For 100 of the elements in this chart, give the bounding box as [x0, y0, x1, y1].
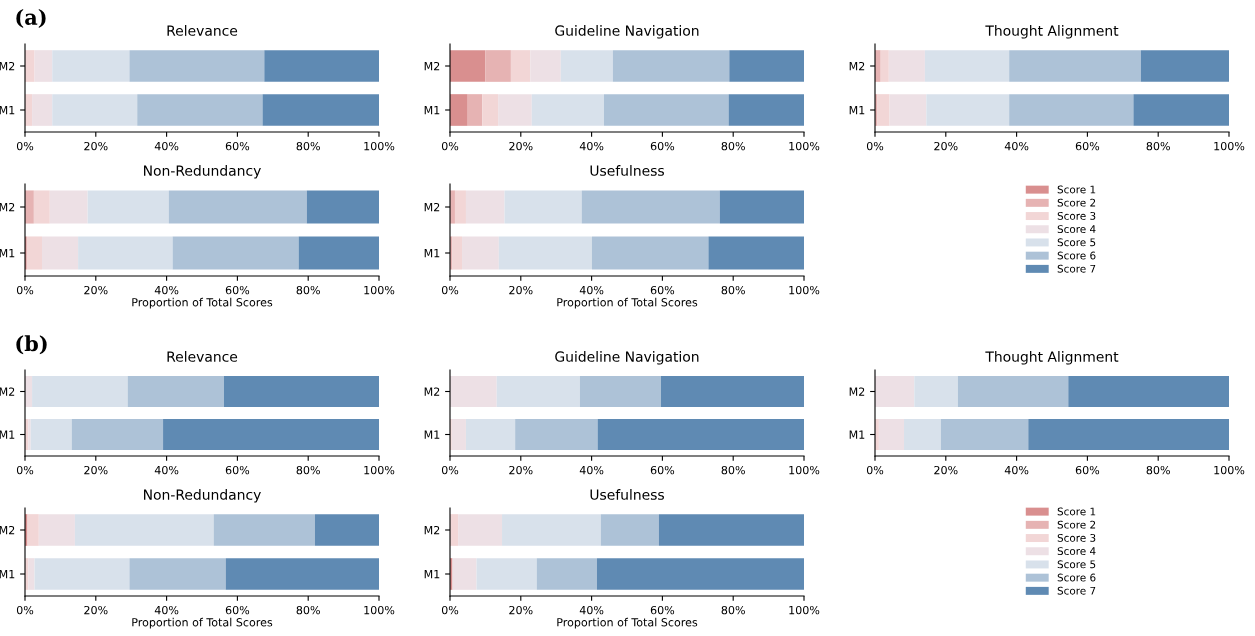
legend-label: Score 5: [1057, 560, 1096, 569]
y-tick-label: M2: [849, 61, 865, 71]
x-tick-label: 100%: [789, 285, 820, 295]
x-tick-label: 100%: [364, 465, 395, 475]
y-tick-label: M2: [849, 387, 865, 396]
legend-label: Score 2: [1057, 520, 1096, 529]
legend-label: Score 5: [1057, 238, 1096, 247]
y-tick-label: M1: [424, 570, 440, 579]
x-tick-label: 60%: [225, 465, 250, 475]
chart-title: Non-Redundancy: [144, 165, 261, 179]
x-tick-label: 0%: [866, 465, 884, 475]
x-tick-label: 40%: [1004, 141, 1029, 151]
x-tick-label: 80%: [721, 141, 745, 151]
legend-label: Score 3: [1057, 211, 1096, 220]
y-tick-label: M2: [0, 202, 15, 212]
y-tick-label: M1: [849, 430, 865, 439]
chart-title: Usefulness: [590, 165, 664, 176]
chart-title: Thought Alignment: [985, 351, 1119, 365]
x-tick-label: 80%: [721, 465, 745, 475]
x-tick-label: 60%: [650, 465, 675, 475]
x-tick-label: 0%: [16, 465, 34, 475]
x-tick-label: 40%: [154, 465, 179, 475]
x-tick-label: 20%: [84, 285, 108, 295]
x-tick-label: 60%: [1075, 465, 1100, 475]
x-tick-label: 40%: [154, 605, 179, 615]
x-tick-label: 100%: [789, 465, 820, 475]
x-tick-label: 0%: [441, 285, 459, 295]
y-tick-label: M1: [424, 249, 440, 258]
x-tick-label: 80%: [296, 141, 320, 151]
x-tick-label: 60%: [225, 605, 250, 615]
x-tick-label: 20%: [84, 465, 108, 475]
y-tick-label: M1: [424, 106, 440, 115]
x-tick-label: 60%: [650, 285, 675, 295]
x-tick-label: 100%: [1214, 141, 1245, 151]
x-tick-label: 0%: [16, 141, 34, 151]
legend-label: Score 4: [1057, 225, 1096, 234]
x-tick-label: 60%: [650, 605, 675, 615]
x-tick-label: 20%: [509, 141, 533, 151]
y-tick-label: M1: [0, 430, 15, 439]
x-tick-label: 0%: [441, 605, 459, 615]
x-tick-label: 20%: [84, 141, 108, 151]
y-tick-label: M1: [424, 430, 440, 439]
y-tick-label: M2: [0, 525, 15, 535]
x-tick-label: 0%: [441, 465, 459, 475]
x-tick-label: 80%: [721, 605, 745, 615]
y-tick-label: M2: [0, 387, 15, 396]
x-tick-label: 100%: [364, 605, 395, 615]
x-tick-label: 0%: [16, 605, 34, 615]
legend-label: Score 6: [1057, 251, 1096, 260]
legend-label: Score 6: [1057, 573, 1096, 582]
x-tick-label: 20%: [509, 285, 533, 295]
legend-label: Score 2: [1057, 198, 1096, 207]
x-tick-label: 20%: [509, 605, 533, 615]
x-tick-label: 20%: [84, 605, 108, 615]
legend-label: Score 7: [1057, 264, 1096, 273]
legend-label: Score 1: [1057, 185, 1096, 194]
legend-label: Score 1: [1057, 507, 1096, 516]
x-axis-title: Proportion of Total Scores: [557, 297, 698, 309]
x-tick-label: 80%: [296, 285, 320, 295]
x-axis-title: Proportion of Total Scores: [557, 617, 698, 629]
x-tick-label: 100%: [364, 285, 395, 295]
x-tick-label: 0%: [866, 141, 884, 151]
chart-title: Relevance: [167, 351, 238, 362]
x-tick-label: 60%: [225, 285, 250, 295]
chart-title: Guideline Navigation: [555, 351, 699, 365]
x-tick-label: 60%: [650, 141, 675, 151]
x-tick-label: 0%: [441, 141, 459, 151]
text: (a): [16, 8, 46, 28]
chart-title: Relevance: [167, 25, 238, 36]
chart-title: Usefulness: [590, 489, 664, 500]
y-tick-label: M1: [0, 570, 15, 579]
y-tick-label: M2: [424, 387, 440, 396]
x-tick-label: 40%: [579, 285, 604, 295]
x-tick-label: 40%: [154, 141, 179, 151]
x-tick-label: 80%: [1146, 465, 1170, 475]
x-tick-label: 80%: [1146, 141, 1170, 151]
x-axis-title: Proportion of Total Scores: [132, 617, 273, 629]
x-tick-label: 40%: [579, 465, 604, 475]
chart-title: Guideline Navigation: [555, 25, 699, 39]
y-tick-label: M2: [424, 202, 440, 212]
y-tick-label: M2: [424, 61, 440, 71]
x-tick-label: 40%: [1004, 465, 1029, 475]
x-tick-label: 60%: [1075, 141, 1100, 151]
x-tick-label: 20%: [934, 141, 958, 151]
x-tick-label: 40%: [579, 605, 604, 615]
y-tick-label: M1: [0, 249, 15, 258]
x-tick-label: 100%: [789, 141, 820, 151]
legend-label: Score 4: [1057, 547, 1096, 556]
chart-title: Non-Redundancy: [144, 489, 261, 503]
x-tick-label: 80%: [296, 465, 320, 475]
x-tick-label: 20%: [934, 465, 958, 475]
y-tick-label: M1: [849, 106, 865, 115]
x-tick-label: 60%: [225, 141, 250, 151]
x-tick-label: 40%: [154, 285, 179, 295]
x-tick-label: 100%: [789, 605, 820, 615]
legend-label: Score 3: [1057, 533, 1096, 542]
x-tick-label: 0%: [16, 285, 34, 295]
x-tick-label: 80%: [721, 285, 745, 295]
y-tick-label: M1: [0, 106, 15, 115]
chart-title: Thought Alignment: [985, 25, 1119, 39]
